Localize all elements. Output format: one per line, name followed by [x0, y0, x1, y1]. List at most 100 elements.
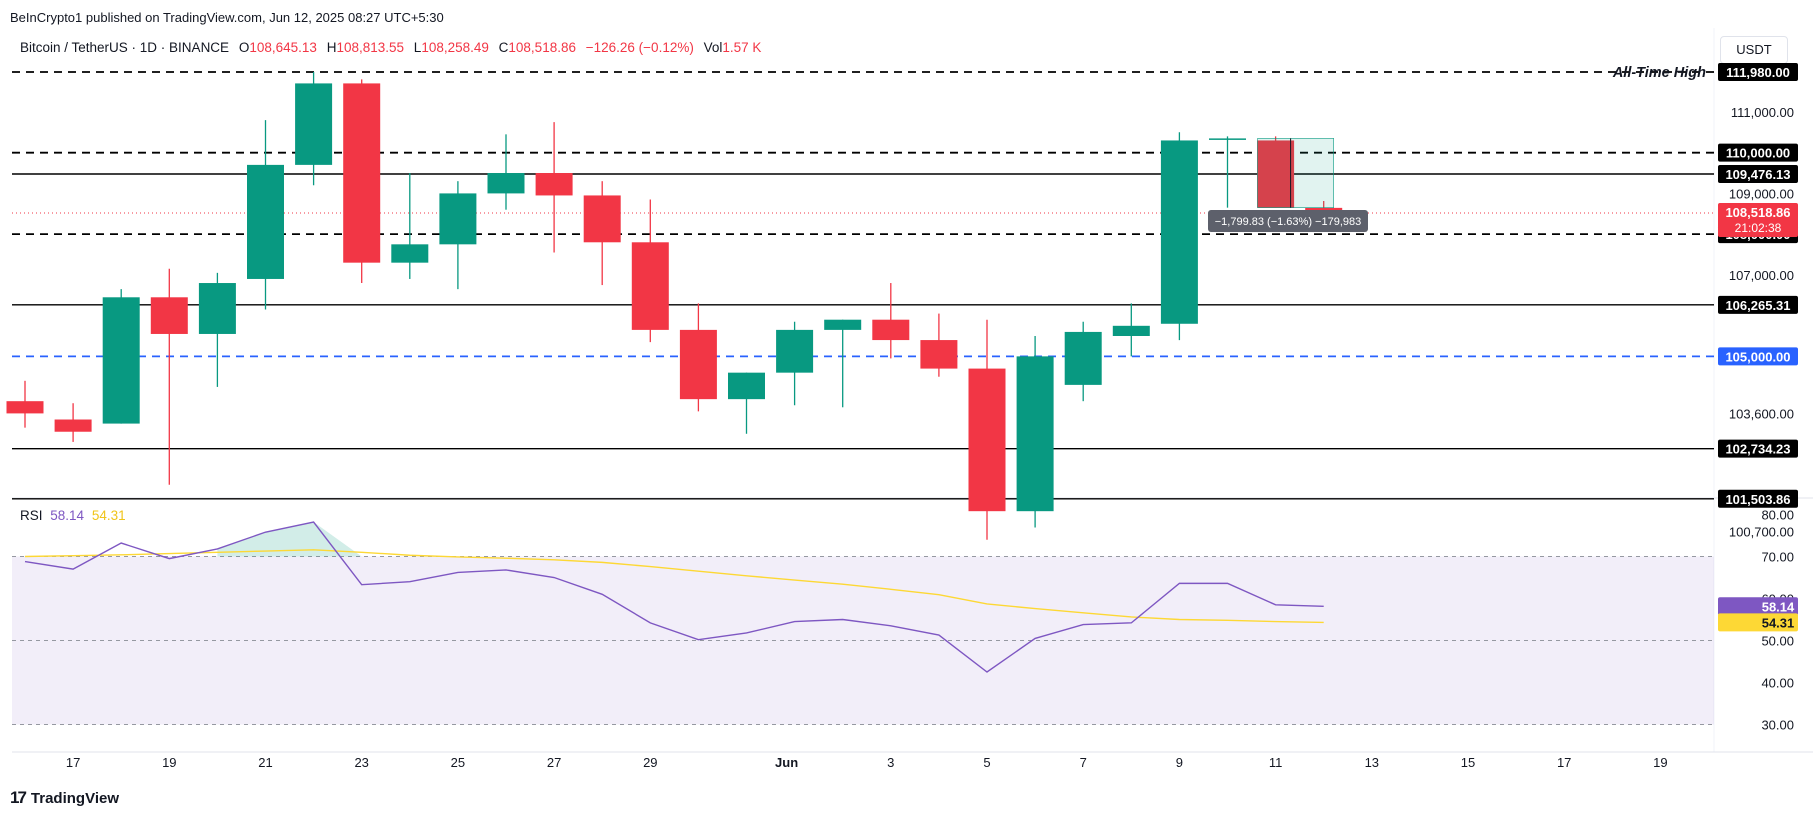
level-badge	[1718, 143, 1798, 162]
candle-body	[583, 195, 621, 243]
candle-body	[198, 283, 236, 334]
rsi-tick-label: 30.00	[1761, 718, 1794, 733]
time-tick-label: 17	[1557, 755, 1571, 770]
level-badge-label: 109,476.13	[1725, 167, 1790, 182]
candle-body	[776, 329, 814, 373]
countdown-label: 21:02:38	[1735, 221, 1782, 235]
candle-body	[920, 340, 958, 369]
candle-body	[824, 319, 862, 330]
candle-body	[872, 319, 910, 341]
time-tick-label: 13	[1365, 755, 1379, 770]
close-label: C	[498, 40, 509, 55]
candle-body	[102, 297, 140, 424]
candle-body	[1112, 325, 1150, 336]
level-badge-label: 102,734.23	[1725, 442, 1790, 457]
candle-body	[1016, 356, 1054, 512]
level-badge-label: 106,265.31	[1725, 298, 1790, 313]
last-price-label: 108,518.86	[1725, 205, 1790, 220]
rsi-ma-line	[24, 549, 1324, 624]
tradingview-logo-icon: 17	[10, 788, 27, 807]
publisher-line: BeInCrypto1 published on TradingView.com…	[10, 10, 444, 25]
candle-body	[1160, 140, 1198, 324]
time-tick-label: 19	[162, 755, 176, 770]
candle-body	[6, 401, 44, 414]
rsi-tick-label: 60.00	[1761, 592, 1794, 607]
price-tick-label: 109,000.00	[1729, 186, 1794, 201]
candle-body	[150, 297, 188, 334]
time-tick-label: 17	[66, 755, 80, 770]
candle-body	[1209, 138, 1246, 140]
rsi-overbought-fill	[217, 522, 362, 557]
price-tick-label: 111,000.00	[1731, 105, 1794, 120]
level-badge	[1718, 295, 1798, 314]
level-badge	[1718, 347, 1798, 366]
measure-label: −1,799.83 (−1.63%) −179,983	[1215, 216, 1361, 228]
rsi-tick-label: 80.00	[1761, 508, 1794, 523]
rsi-tick-label: 70.00	[1761, 550, 1794, 565]
level-badge	[1718, 439, 1798, 458]
candle-body	[535, 173, 573, 196]
candle-body	[679, 329, 717, 400]
rsi-band-fill	[12, 556, 1714, 725]
time-tick-label: 11	[1269, 755, 1283, 770]
price-tick-label: 107,000.00	[1729, 268, 1794, 283]
candle-body	[343, 83, 381, 263]
candle-body	[1064, 331, 1102, 385]
candle-body	[54, 419, 92, 432]
level-badge-label: 111,980.00	[1726, 65, 1790, 80]
candle-body	[631, 242, 669, 330]
rsi-tick-label: 50.00	[1761, 634, 1794, 649]
rsi-value-badge	[1718, 613, 1798, 632]
time-tick-label: 25	[451, 755, 465, 770]
candle-body	[728, 372, 765, 400]
rsi-ma-value: 54.31	[91, 508, 126, 523]
rsi-value: 58.14	[50, 508, 85, 523]
candle-body	[247, 164, 284, 279]
level-badge-label: 108,000.00	[1725, 227, 1790, 242]
candle-body	[487, 173, 525, 194]
price-tick-label: 103,600.00	[1729, 406, 1794, 421]
rsi-line	[24, 521, 1324, 673]
level-badge-label: 105,000.00	[1725, 349, 1790, 364]
candle-body	[439, 193, 477, 245]
rsi-label: RSI	[20, 508, 43, 523]
low-value: 108,258.49	[421, 40, 489, 55]
candle-body	[1305, 207, 1343, 214]
time-tick-label: 3	[887, 755, 894, 770]
level-badge-label: 101,503.86	[1725, 492, 1790, 507]
change-value: −126.26 (−0.12%)	[585, 40, 694, 55]
low-label: L	[413, 40, 422, 55]
measure-box	[1257, 138, 1334, 208]
level-badge	[1718, 225, 1798, 244]
high-value: 108,813.55	[336, 40, 405, 55]
symbol-name[interactable]: Bitcoin / TetherUS · 1D · BINANCE	[20, 40, 230, 55]
candle-body	[968, 368, 1006, 512]
level-badge	[1718, 63, 1798, 81]
candle-body	[391, 244, 429, 263]
close-value: 108,518.86	[508, 40, 576, 55]
time-tick-label: 15	[1461, 755, 1475, 770]
time-tick-label: 9	[1176, 755, 1183, 770]
rsi-value-label: 54.31	[1762, 615, 1795, 630]
time-tick-label: 21	[258, 755, 272, 770]
last-price-badge	[1718, 203, 1798, 238]
candle-body	[1257, 140, 1295, 208]
price-chart[interactable]: 111,000.00 109,000.00 107,000.00 103,600.00…	[0, 0, 1813, 780]
currency-button[interactable]: USDT	[1720, 36, 1788, 64]
candle-body	[295, 83, 333, 165]
rsi-value-badge	[1718, 597, 1798, 616]
high-label: H	[326, 40, 337, 55]
level-badge	[1718, 489, 1798, 508]
time-tick-label: Jun	[775, 755, 798, 770]
time-tick-label: 29	[643, 755, 657, 770]
volume-value: 1.57 K	[722, 40, 762, 55]
time-tick-label: 27	[547, 755, 561, 770]
open-value: 108,645.13	[249, 40, 317, 55]
time-tick-label: 7	[1080, 755, 1087, 770]
time-tick-label: 5	[983, 755, 990, 770]
level-badge-label: 110,000.00	[1726, 146, 1790, 161]
ath-label: All-Time High	[1612, 65, 1706, 81]
rsi-legend: RSI 58.14 54.31	[20, 508, 126, 523]
time-tick-label: 19	[1653, 755, 1667, 770]
rsi-value-label: 58.14	[1762, 599, 1795, 614]
